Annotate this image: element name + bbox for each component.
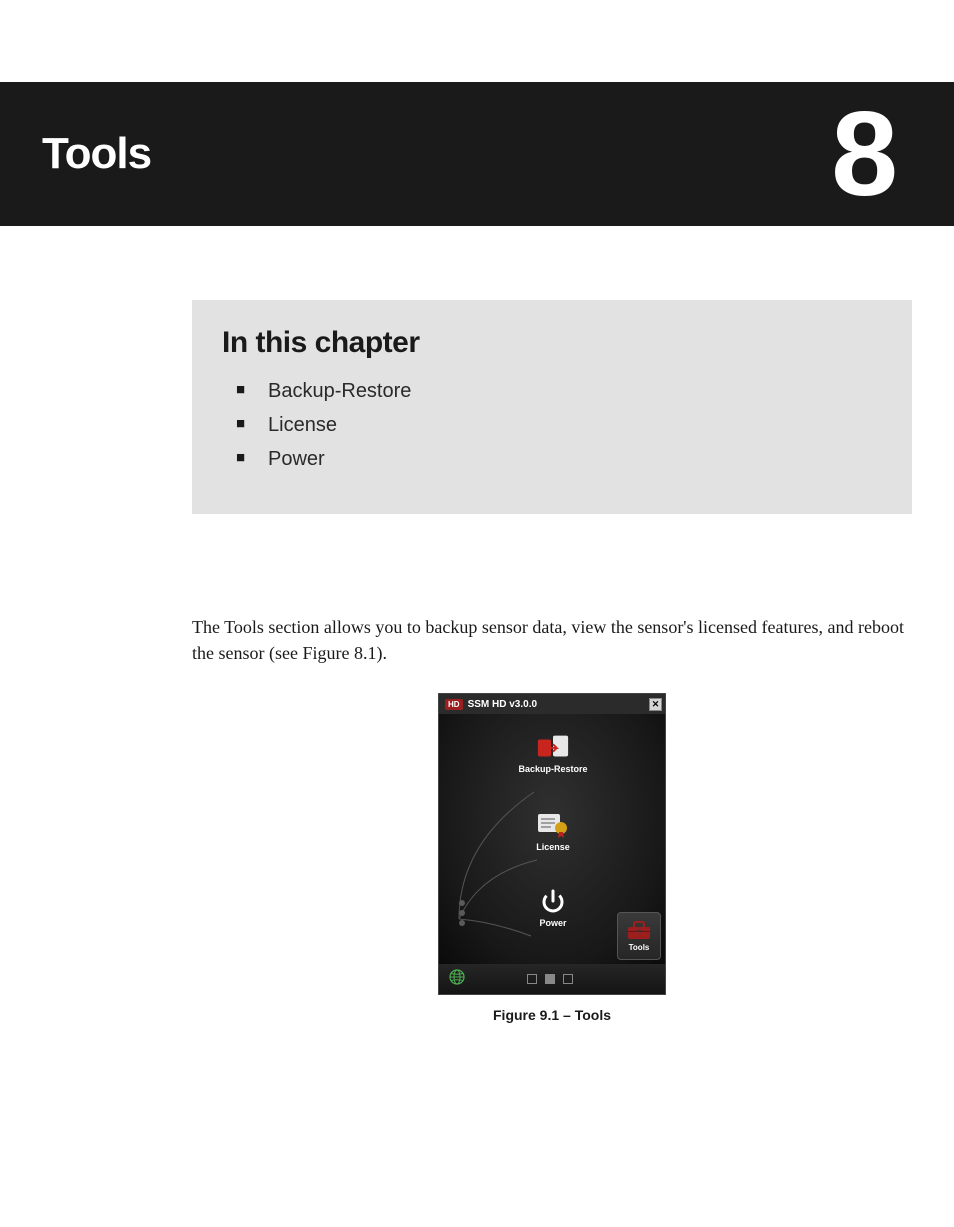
menu-item-license[interactable]: License	[507, 810, 599, 852]
footer-square-icon[interactable]	[563, 974, 573, 984]
body-paragraph: The Tools section allows you to backup s…	[192, 614, 912, 666]
menu-label: License	[536, 842, 570, 852]
ssm-titlebar: HD SSM HD v3.0.0 ✕	[439, 694, 665, 714]
license-icon	[536, 810, 570, 840]
ssm-window: HD SSM HD v3.0.0 ✕	[438, 693, 666, 995]
backup-restore-icon	[536, 732, 570, 762]
menu-item-power[interactable]: Power	[507, 886, 599, 928]
chapter-box-item: License	[268, 408, 882, 442]
tools-label: Tools	[629, 943, 650, 952]
ssm-titlebar-left: HD SSM HD v3.0.0	[445, 699, 537, 710]
chapter-box-item: Power	[268, 442, 882, 476]
chapter-box-title: In this chapter	[222, 326, 882, 360]
ssm-title: SSM HD v3.0.0	[468, 699, 537, 710]
power-icon	[536, 886, 570, 916]
footer-square-icon[interactable]	[527, 974, 537, 984]
menu-label: Power	[539, 918, 566, 928]
orbit-dots	[459, 896, 465, 930]
chapter-number: 8	[831, 94, 894, 214]
menu-label: Backup-Restore	[518, 764, 587, 774]
footer-square-filled-icon[interactable]	[545, 974, 555, 984]
chapter-box-list: Backup-Restore License Power	[222, 374, 882, 476]
figure-caption: Figure 9.1 – Tools	[493, 1007, 611, 1023]
footer-icons	[527, 974, 593, 984]
figure-wrap: HD SSM HD v3.0.0 ✕	[192, 693, 912, 1023]
globe-icon[interactable]	[449, 969, 465, 990]
in-this-chapter-box: In this chapter Backup-Restore License P…	[192, 300, 912, 514]
ssm-footer	[439, 964, 665, 994]
hd-badge: HD	[445, 699, 463, 710]
toolbox-icon	[626, 921, 652, 941]
tools-panel[interactable]: Tools	[617, 912, 661, 960]
menu-item-backup-restore[interactable]: Backup-Restore	[507, 732, 599, 774]
chapter-header: Tools 8	[0, 82, 954, 226]
chapter-box-item: Backup-Restore	[268, 374, 882, 408]
ssm-body: Backup-Restore License	[439, 714, 665, 964]
chapter-title: Tools	[42, 129, 151, 179]
close-icon[interactable]: ✕	[649, 698, 662, 711]
